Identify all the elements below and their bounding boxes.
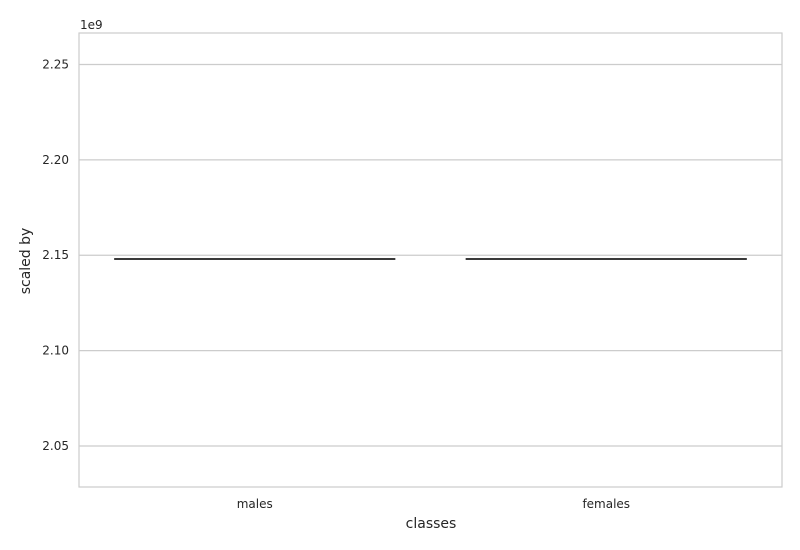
x-axis-label: classes	[406, 516, 457, 532]
y-tick-label: 2.05	[42, 439, 69, 453]
y-offset-label: 1e9	[80, 18, 103, 32]
y-tick-label: 2.10	[42, 344, 69, 358]
y-tick-label: 2.20	[42, 153, 69, 167]
x-tick-label: females	[582, 497, 630, 511]
x-tick-label: males	[237, 497, 273, 511]
y-axis-label: scaled by	[18, 228, 34, 295]
x-tick-labels: males females	[237, 497, 630, 511]
y-tick-label: 2.15	[42, 248, 69, 262]
plot-frame	[78, 32, 783, 488]
y-gridlines	[79, 63, 782, 447]
y-tick-labels: 2.05 2.10 2.15 2.20 2.25	[42, 57, 69, 453]
y-tick-label: 2.25	[42, 57, 69, 71]
